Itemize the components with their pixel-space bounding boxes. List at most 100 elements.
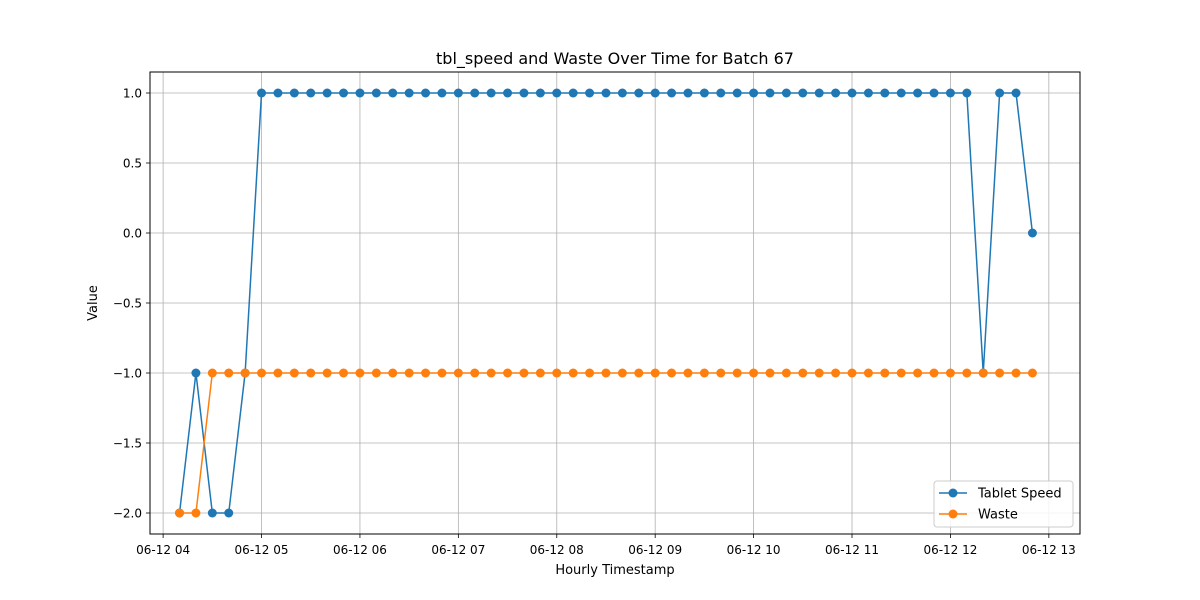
data-point (716, 368, 726, 378)
data-point (1011, 368, 1021, 378)
legend-label-waste: Waste (978, 508, 1018, 523)
legend-marker-waste (948, 509, 958, 519)
data-point (683, 88, 693, 98)
ticks: 06-12 04 06-12 05 06-12 06 06-12 07 06-12 08… (113, 87, 1076, 558)
data-point (962, 368, 972, 378)
data-point (257, 88, 267, 98)
data-point (847, 368, 857, 378)
data-point (355, 88, 365, 98)
data-point (798, 88, 808, 98)
data-point (552, 88, 562, 98)
data-point (896, 88, 906, 98)
data-point (995, 368, 1005, 378)
data-point (355, 368, 365, 378)
data-point (453, 88, 463, 98)
data-point (945, 88, 955, 98)
data-point (535, 368, 545, 378)
data-point (191, 508, 201, 518)
data-point (224, 508, 234, 518)
series-waste (175, 368, 1037, 518)
x-tick-label: 06-12 04 (136, 543, 190, 557)
y-axis-title: Value (86, 285, 101, 321)
data-point (322, 88, 332, 98)
data-point (339, 88, 349, 98)
legend: Tablet Speed Waste (933, 480, 1074, 528)
x-tick-label: 06-12 11 (825, 543, 879, 557)
legend-box (933, 480, 1074, 528)
y-tick-label: −0.5 (113, 297, 142, 311)
data-point (470, 88, 480, 98)
data-point (273, 368, 283, 378)
data-point (781, 368, 791, 378)
x-tick-label: 06-12 10 (727, 543, 781, 557)
data-point (289, 88, 299, 98)
y-tick-label: −2.0 (113, 507, 142, 521)
y-tick-label: −1.0 (113, 367, 142, 381)
data-point (831, 88, 841, 98)
data-point (863, 88, 873, 98)
data-point (765, 368, 775, 378)
data-point (306, 368, 316, 378)
y-tick-label: 0.5 (123, 157, 142, 171)
data-point (486, 88, 496, 98)
x-axis-title: Hourly Timestamp (555, 563, 674, 578)
data-point (831, 368, 841, 378)
data-point (962, 88, 972, 98)
data-point (650, 88, 660, 98)
data-point (1011, 88, 1021, 98)
y-tick-label: −1.5 (113, 437, 142, 451)
data-point (1027, 368, 1037, 378)
data-point (404, 368, 414, 378)
data-point (880, 88, 890, 98)
data-point (650, 368, 660, 378)
data-point (749, 88, 759, 98)
data-point (175, 508, 185, 518)
data-point (634, 88, 644, 98)
data-point (289, 368, 299, 378)
x-tick-label: 06-12 07 (431, 543, 485, 557)
data-point (765, 88, 775, 98)
data-point (207, 368, 217, 378)
data-point (732, 88, 742, 98)
data-point (667, 88, 677, 98)
data-point (273, 88, 283, 98)
data-point (240, 368, 250, 378)
data-point (191, 368, 201, 378)
data-point (470, 368, 480, 378)
data-point (388, 368, 398, 378)
data-point (814, 368, 824, 378)
data-point (814, 88, 824, 98)
data-point (699, 88, 709, 98)
data-point (617, 368, 627, 378)
data-point (453, 368, 463, 378)
data-point (667, 368, 677, 378)
data-point (601, 368, 611, 378)
data-point (601, 88, 611, 98)
data-point (732, 368, 742, 378)
data-point (486, 368, 496, 378)
data-point (929, 368, 939, 378)
legend-marker-tablet-speed (948, 488, 958, 498)
data-point (847, 88, 857, 98)
data-point (929, 88, 939, 98)
y-tick-label: 1.0 (123, 87, 142, 101)
data-point (519, 368, 529, 378)
data-point (371, 368, 381, 378)
x-tick-label: 06-12 06 (333, 543, 387, 557)
data-point (568, 368, 578, 378)
data-point (978, 368, 988, 378)
data-point (913, 88, 923, 98)
data-point (1027, 228, 1037, 238)
chart-title: tbl_speed and Waste Over Time for Batch … (436, 49, 794, 69)
data-point (257, 368, 267, 378)
grid (150, 72, 1080, 534)
data-point (371, 88, 381, 98)
x-tick-label: 06-12 05 (235, 543, 289, 557)
data-point (421, 368, 431, 378)
data-point (749, 368, 759, 378)
data-point (585, 88, 595, 98)
data-point (617, 88, 627, 98)
data-point (781, 88, 791, 98)
